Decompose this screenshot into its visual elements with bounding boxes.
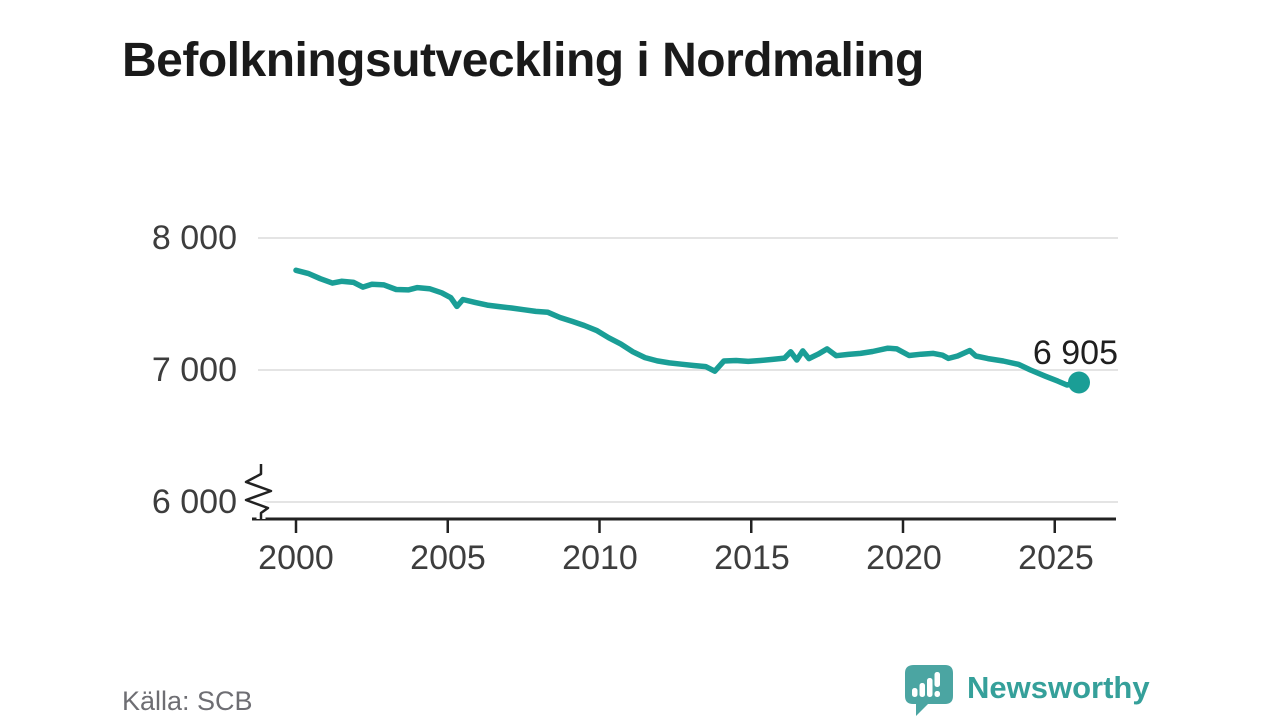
end-value-label: 6 905	[1032, 334, 1118, 372]
y-axis-tick-label-7000: 7 000	[151, 351, 237, 389]
newsworthy-logo-text: Newsworthy	[967, 670, 1150, 705]
x-axis-tick-marks	[294, 519, 1056, 533]
newsworthy-logo: Newsworthy	[903, 663, 1150, 717]
bar-chart-speech-bubble-icon	[905, 665, 953, 716]
axis-break-icon	[244, 464, 273, 519]
end-point-marker	[1068, 371, 1090, 394]
population-line-series	[293, 267, 1090, 394]
x-axis-tick-label-2015: 2015	[714, 539, 790, 577]
x-axis-tick-label-2025: 2025	[1018, 539, 1094, 577]
horizontal-gridlines	[258, 237, 1118, 503]
x-axis-tick-label-2000: 2000	[258, 539, 334, 577]
y-axis-tick-label-8000: 8 000	[151, 219, 237, 257]
source-caption: Källa: SCB	[122, 686, 253, 716]
chart-title: Befolkningsutveckling i Nordmaling	[122, 34, 924, 88]
y-axis-tick-label-6000: 6 000	[151, 483, 237, 521]
population-line	[293, 267, 1082, 388]
x-axis-tick-label-2005: 2005	[410, 539, 486, 577]
x-axis-tick-label-2010: 2010	[562, 539, 638, 577]
x-axis-tick-label-2020: 2020	[866, 539, 942, 577]
